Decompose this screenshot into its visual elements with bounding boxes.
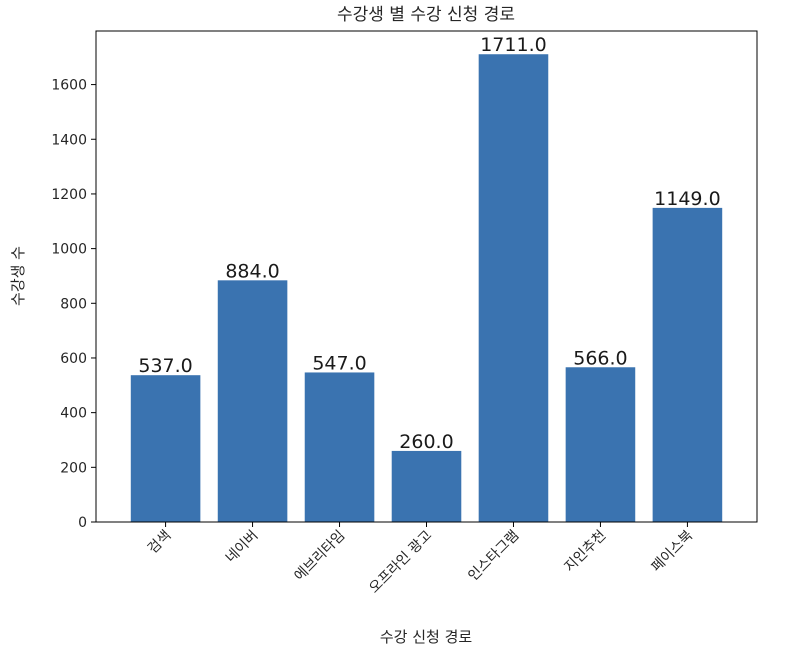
chart-title: 수강생 별 수강 신청 경로 xyxy=(337,5,515,25)
bar xyxy=(391,450,462,522)
y-tick-label: 200 xyxy=(60,460,87,476)
y-tick-label: 1400 xyxy=(51,132,87,148)
y-axis: 0 200 400 600 800 1000 1200 1400 1600 xyxy=(51,78,96,531)
bar-value-label: 884.0 xyxy=(225,260,279,282)
x-tick-label: 네이버 xyxy=(223,528,262,567)
x-axis: 검색 네이버 에브리타임 오프라인 광고 인스타그램 지인추천 페이스북 xyxy=(145,522,696,597)
bar-value-label: 547.0 xyxy=(312,352,366,374)
plot-area: 537.0 884.0 547.0 260.0 1711.0 566.0 1149.0 xyxy=(130,34,723,522)
x-axis-label: 수강 신청 경로 xyxy=(380,628,473,646)
bar xyxy=(217,280,288,522)
bar-value-label: 1149.0 xyxy=(654,188,720,210)
bar xyxy=(304,372,375,522)
y-tick-label: 800 xyxy=(60,296,87,312)
y-tick-label: 400 xyxy=(60,406,87,422)
bar xyxy=(565,367,636,522)
bar-value-label: 566.0 xyxy=(573,347,627,369)
bar-value-label: 1711.0 xyxy=(480,34,546,56)
x-tick-label: 검색 xyxy=(145,528,175,558)
y-tick-label: 1600 xyxy=(51,78,87,94)
y-tick-label: 1200 xyxy=(51,187,87,203)
bar-value-label: 537.0 xyxy=(138,355,192,377)
y-tick-label: 1000 xyxy=(51,242,87,258)
bar xyxy=(652,207,723,522)
y-tick-label: 0 xyxy=(78,515,87,531)
y-axis-label: 수강생 수 xyxy=(9,246,27,306)
y-tick-label: 600 xyxy=(60,351,87,367)
bar xyxy=(130,375,201,522)
x-tick-label: 에브리타임 xyxy=(291,528,348,585)
bar xyxy=(478,54,549,522)
x-tick-label: 오프라인 광고 xyxy=(366,527,435,596)
x-tick-label: 지인추천 xyxy=(562,528,610,576)
x-tick-label: 페이스북 xyxy=(648,527,696,575)
x-tick-label: 인스타그램 xyxy=(465,528,522,585)
bar-value-label: 260.0 xyxy=(399,431,453,453)
